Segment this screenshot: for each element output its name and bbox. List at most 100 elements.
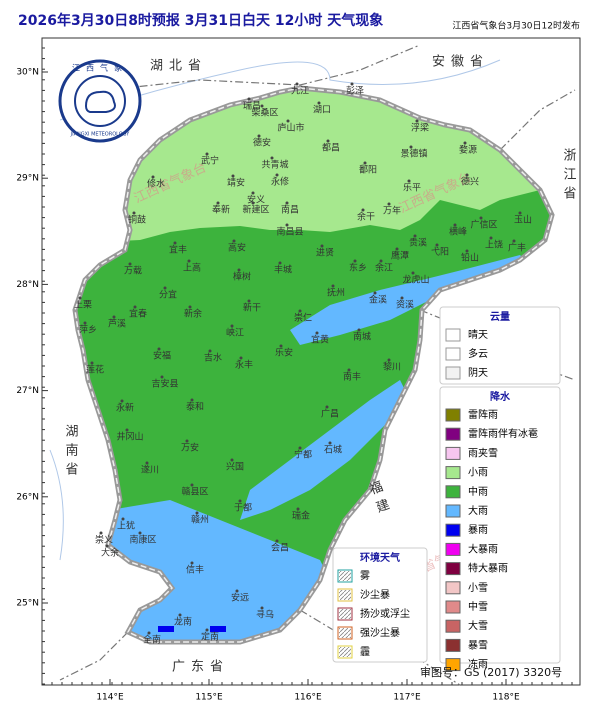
city-dot (260, 606, 264, 610)
lon-label: 117°E (393, 693, 421, 703)
legend-swatch (445, 328, 461, 342)
publisher: 江西省气象台3月30日12时发布 (452, 20, 580, 32)
city-dot (238, 499, 242, 503)
city-dot (453, 223, 457, 227)
legend-label: 中雨 (468, 485, 488, 498)
city-label: 井冈山 (116, 431, 143, 443)
legend-label: 强沙尘暴 (360, 627, 400, 639)
city-label: 万载 (124, 265, 142, 277)
city-dot (317, 101, 321, 105)
lat-label: 28°N (16, 280, 39, 290)
legend-label: 特大暴雨 (468, 562, 508, 575)
city-dot (90, 361, 94, 365)
city-label: 南昌县 (276, 226, 303, 238)
city-dot (260, 104, 264, 108)
city-dot (512, 239, 516, 243)
city-dot (407, 179, 411, 183)
city-label: 铜鼓 (128, 214, 146, 226)
city-dot (112, 315, 116, 319)
city-label: 会昌 (271, 542, 289, 554)
city-dot (78, 296, 82, 300)
legend-swatch (445, 600, 461, 614)
legend-swatch (445, 446, 461, 460)
city-dot (347, 368, 351, 372)
city-dot (138, 531, 142, 535)
city-label: 铅山 (461, 252, 479, 264)
city-label: 庐山市 (277, 122, 304, 134)
city-label: 于都 (234, 503, 252, 514)
city-dot (173, 241, 177, 245)
legend-swatch-hatch (339, 590, 351, 600)
city-label: 瑞昌 (243, 100, 261, 112)
city-dot (247, 299, 251, 303)
city-dot (157, 347, 161, 351)
city-dot (328, 441, 332, 445)
city-label: 万安 (181, 442, 199, 454)
city-label: 兴国 (226, 462, 244, 473)
lat-label: 30°N (16, 68, 39, 78)
province-label: 广东省 (172, 660, 229, 675)
city-label: 上饶 (485, 239, 503, 251)
city-dot (230, 458, 234, 462)
province-label: 安徽省 (432, 55, 489, 70)
city-dot (125, 428, 129, 432)
city-dot (465, 173, 469, 177)
city-dot (400, 296, 404, 300)
city-label: 黎川 (383, 361, 401, 373)
city-label: 赣县区 (181, 486, 208, 498)
lat-label: 27°N (16, 386, 39, 396)
lat-label: 25°N (16, 599, 39, 609)
city-label: 寻乌 (256, 609, 274, 621)
legend-title: 环境天气 (360, 551, 400, 564)
city-label: 新余 (184, 308, 202, 320)
city-dot (187, 259, 191, 263)
city-label: 婺源 (459, 145, 477, 156)
city-label: 新干 (243, 302, 261, 314)
city-label: 景德镇 (400, 148, 427, 160)
legend-swatch (445, 504, 461, 518)
city-label: 武宁 (201, 155, 219, 167)
legend-label: 小雪 (468, 582, 488, 594)
city-dot (353, 259, 357, 263)
city-label: 东乡 (349, 262, 367, 274)
city-label: 奉新 (212, 204, 230, 216)
legend-swatch (445, 347, 461, 361)
city-label: 上栗 (74, 300, 92, 311)
city-dot (275, 539, 279, 543)
city-label: 遂川 (141, 464, 159, 476)
legend-swatch-hatch (339, 609, 351, 619)
legend-label: 多云 (468, 347, 488, 360)
city-label: 横峰 (449, 226, 467, 238)
legend-title: 降水 (490, 390, 511, 403)
city-dot (463, 141, 467, 145)
legend-swatch (445, 523, 461, 537)
legend-label: 暴雪 (468, 639, 488, 651)
logo-top: 江西气象 (72, 63, 128, 73)
legend-title: 云量 (490, 310, 510, 323)
legend-label: 暴雨 (468, 524, 488, 536)
city-label: 石城 (324, 445, 342, 456)
lat-label: 26°N (16, 492, 39, 502)
city-dot (387, 202, 391, 206)
city-dot (361, 208, 365, 212)
city-dot (128, 262, 132, 266)
city-dot (295, 82, 299, 86)
legend-label: 冻雨 (468, 658, 488, 671)
city-label: 鄱阳 (359, 165, 377, 176)
city-dot (279, 344, 283, 348)
city-dot (465, 249, 469, 253)
legend-label: 小雨 (468, 467, 488, 479)
city-label: 崇义 (95, 535, 113, 546)
city-label: 德兴 (461, 176, 479, 188)
legend-label: 雨夹雪 (468, 446, 498, 459)
city-dot (190, 561, 194, 565)
city-dot (298, 446, 302, 450)
legend-swatch (445, 581, 461, 595)
city-dot (205, 152, 209, 156)
city-dot (435, 243, 439, 247)
legend-label: 中雪 (468, 600, 488, 613)
city-label: 高安 (228, 242, 246, 254)
city-label: 新建区 (242, 204, 269, 216)
city-label: 余江 (375, 262, 393, 274)
